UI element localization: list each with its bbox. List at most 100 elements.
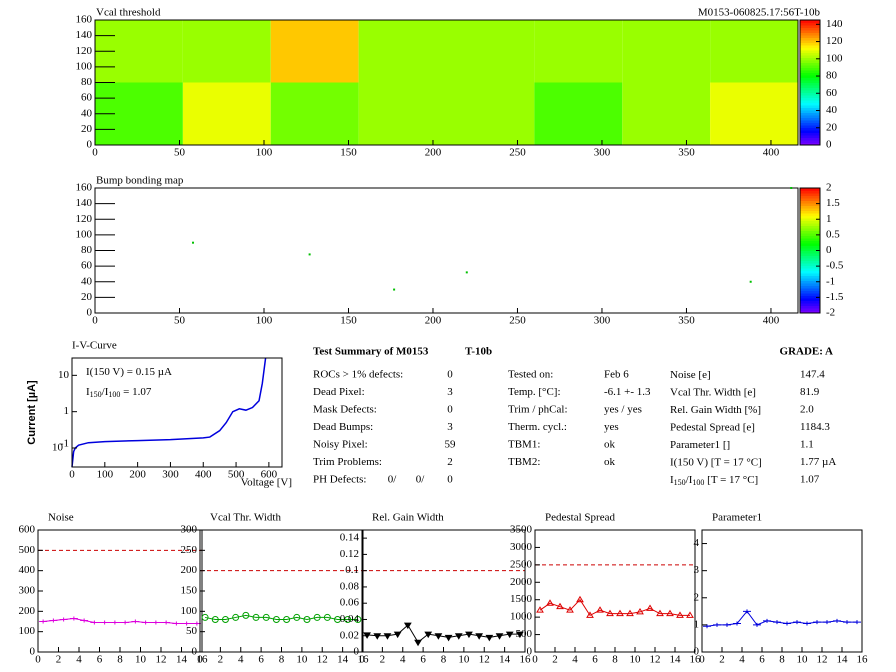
point [465, 631, 473, 639]
y-tick-label: 300 [19, 585, 36, 597]
plot-frame [37, 529, 203, 653]
point [172, 621, 181, 626]
summary-value: ok [604, 439, 616, 451]
colorbar-step [800, 110, 820, 113]
colorbar-step [800, 92, 820, 96]
colorbar-step [800, 210, 820, 214]
point [616, 609, 624, 617]
colorbar-step [800, 253, 820, 256]
point [49, 618, 58, 623]
x-tick-label: 4 [572, 654, 578, 666]
mini-chart [200, 570, 363, 623]
colorbar-step [800, 115, 820, 118]
x-tick-label: 350 [678, 315, 695, 327]
y-tick-label: 60 [81, 92, 93, 104]
summary-label: PH Defects: [313, 474, 366, 486]
y-tick-label: 10 [58, 369, 70, 381]
colorbar-step [800, 77, 820, 81]
point [414, 639, 422, 647]
bump-point [308, 253, 311, 256]
series-line [706, 610, 857, 627]
mini-chart [703, 609, 861, 629]
x-tick-label: 16 [197, 654, 209, 666]
y-tick-label: 0.12 [340, 548, 359, 560]
y-tick-label: 3 [694, 564, 700, 576]
x-tick-label: 500 [228, 469, 245, 481]
y-tick-label: 150 [181, 585, 198, 597]
colorbar-step [800, 310, 820, 314]
point [39, 619, 48, 624]
summary-label-part: [T = 17 °C] [704, 474, 758, 486]
colorbar-step [800, 223, 820, 226]
colorbar-step [800, 260, 820, 264]
z-tick-label: 0 [826, 139, 832, 151]
point [833, 618, 841, 623]
x-tick-label: 0 [699, 654, 705, 666]
colorbar-step [800, 215, 820, 219]
y-tick-label: 60 [81, 260, 93, 272]
x-tick-label: 300 [162, 469, 179, 481]
point [182, 621, 191, 626]
bump-point [749, 280, 752, 283]
point [221, 615, 229, 623]
colorbar-step [800, 255, 820, 259]
y-tick-label: 200 [19, 605, 36, 617]
colorbar-step [800, 107, 820, 111]
x-tick-label: 6 [759, 654, 765, 666]
colorbar-step [800, 120, 820, 123]
x-tick-label: 4 [739, 654, 745, 666]
y-tick-label: 120 [76, 45, 93, 57]
summary-label-part: 150 [674, 478, 686, 487]
annotation-part: 100 [108, 390, 120, 399]
point [354, 615, 362, 623]
point [59, 617, 68, 622]
point [656, 609, 664, 617]
z-tick-label: -1 [826, 275, 835, 287]
point [763, 618, 771, 623]
point [495, 633, 504, 640]
annotation-part: /I [102, 386, 109, 398]
point [773, 620, 781, 625]
y-tick-label: 100 [76, 60, 93, 72]
y-tick-label: 3000 [510, 541, 533, 553]
summary-value: 81.9 [800, 386, 820, 398]
z-tick-label: 1.5 [826, 197, 840, 209]
x-tick-label: 4 [400, 654, 406, 666]
colorbar-step [800, 228, 820, 231]
colorbar-step [800, 122, 820, 126]
colorbar-step [800, 268, 820, 271]
point [373, 633, 382, 640]
y-tick-label: 1500 [510, 593, 533, 605]
point [162, 620, 171, 625]
y-tick-label: 0.1 [345, 564, 359, 576]
point [686, 611, 694, 618]
x-tick-label: 250 [509, 147, 526, 159]
colorbar-step [800, 238, 820, 241]
point [516, 631, 524, 639]
x-tick-label: 100 [256, 315, 273, 327]
point [783, 621, 791, 626]
x-tick-label: 2 [552, 654, 558, 666]
colorbar-step [800, 220, 820, 224]
ph-value: 0/ [416, 474, 426, 486]
colorbar-step [800, 25, 820, 28]
annotation: I(150 V) = 0.15 µA [86, 366, 172, 378]
module-label: M0153-060825.17:56T-10b [698, 7, 821, 19]
z-tick-label: 60 [826, 87, 838, 99]
colorbar-step [800, 280, 820, 284]
point [546, 599, 554, 606]
x-tick-label: 12 [817, 654, 828, 666]
x-tick-label: 50 [174, 147, 186, 159]
point [586, 611, 594, 618]
point [403, 622, 412, 630]
summary-value: 59 [445, 439, 457, 451]
point [313, 613, 321, 621]
summary-label-part: Parameter1 [] [670, 439, 730, 451]
colorbar-step [800, 95, 820, 98]
series-line [367, 624, 520, 643]
plot-frame [534, 529, 696, 653]
series-line [204, 614, 358, 620]
summary-label: Vcal Thr. Width [e] [670, 386, 756, 398]
colorbar-step [800, 27, 820, 31]
summary-title: Test Summary of M0153 [313, 346, 429, 358]
